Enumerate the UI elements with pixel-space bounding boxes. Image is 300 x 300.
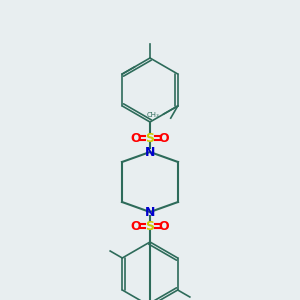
Text: O: O (131, 220, 141, 232)
Text: S: S (146, 220, 154, 232)
Text: O: O (131, 131, 141, 145)
Text: O: O (159, 131, 169, 145)
Text: N: N (145, 146, 155, 158)
Text: O: O (159, 220, 169, 232)
Text: S: S (146, 131, 154, 145)
Text: N: N (145, 206, 155, 218)
Text: CH₃: CH₃ (147, 112, 160, 118)
